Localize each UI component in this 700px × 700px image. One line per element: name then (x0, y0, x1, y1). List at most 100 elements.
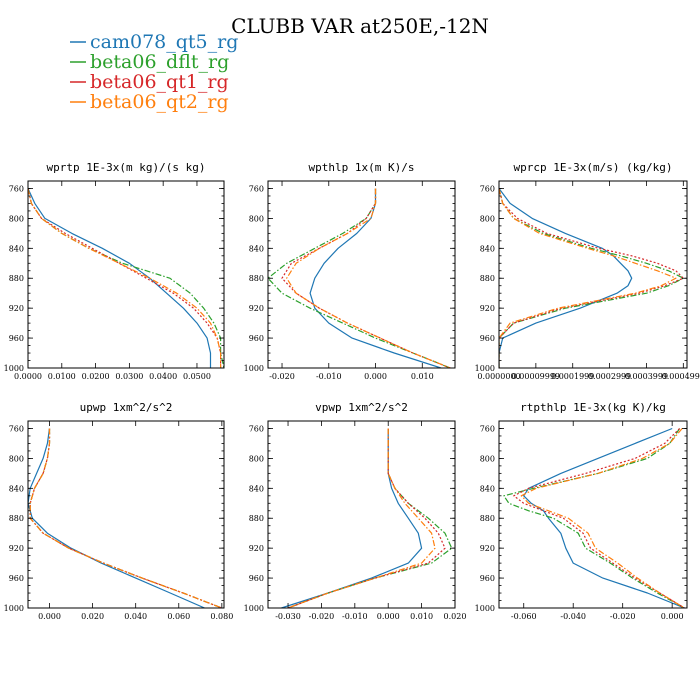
x-tick-label: 0.040 (124, 612, 147, 621)
x-tick-label: 0.060 (167, 612, 190, 621)
series-line-cam078_qt5_rg (309, 188, 442, 368)
y-tick-label: 880 (249, 274, 264, 283)
series-line-beta06_dflt_rg (287, 428, 453, 608)
panel-6: rtpthlp 1E-3x(kg K)/kg 760 800 840 880 920 960… (475, 401, 688, 621)
x-tick-label: -0.020 (309, 612, 335, 621)
y-tick-label: 760 (9, 184, 24, 193)
plot-frame (267, 420, 456, 609)
x-tick-label: 0.0400 (149, 372, 177, 381)
y-tick-label: 800 (249, 214, 264, 223)
series-line-beta06_qt2_rg (499, 188, 677, 368)
panel-5: vpwp 1xm^2/s^2 760 800 840 880 920 960 1000 -0.0… (244, 401, 467, 621)
series-line-beta06_dflt_rg (28, 188, 224, 368)
y-tick-label: 880 (9, 274, 24, 283)
series-line-beta06_qt1_rg (287, 428, 446, 608)
y-tick-label: 880 (249, 514, 264, 523)
series-line-beta06_qt1_rg (499, 188, 684, 368)
plot-frame (498, 180, 688, 369)
x-tick-label: 0.000 (364, 372, 387, 381)
x-tick-label: 0.000 (377, 612, 400, 621)
x-tick-label: -0.020 (269, 372, 295, 381)
y-tick-label: 960 (9, 574, 24, 583)
y-tick-label: 920 (249, 544, 264, 553)
x-tick-label: 0.010 (410, 612, 433, 621)
panel-1: wprtp 1E-3x(m kg)/(s kg) 760 800 840 880 920 9… (4, 161, 225, 381)
x-tick-label: 0.0100 (48, 372, 76, 381)
x-tick-label: 0.0003999 (625, 372, 668, 381)
x-tick-label: -0.010 (316, 372, 342, 381)
y-tick-label: 1000 (475, 604, 495, 613)
series-line-beta06_qt2_rg (286, 188, 451, 368)
y-tick-label: 760 (9, 424, 24, 433)
y-tick-label: 880 (480, 274, 495, 283)
y-tick-label: 920 (480, 304, 495, 313)
plot-frame (267, 180, 456, 369)
x-tick-label: 0.0002999 (588, 372, 631, 381)
x-tick-label: -0.030 (275, 612, 301, 621)
x-tick-label: 0.00009999 (512, 372, 560, 381)
y-tick-label: 840 (9, 484, 24, 493)
series-line-cam078_qt5_rg (28, 428, 205, 608)
x-tick-label: -0.060 (511, 612, 537, 621)
y-tick-label: 800 (249, 454, 264, 463)
x-tick-label: 0.0500 (183, 372, 211, 381)
y-tick-label: 760 (249, 424, 264, 433)
y-tick-label: 800 (9, 454, 24, 463)
y-tick-label: 800 (9, 214, 24, 223)
y-tick-label: 1000 (244, 364, 264, 373)
y-tick-label: 920 (249, 304, 264, 313)
legend-label: cam078_qt5_rg (90, 31, 238, 53)
series-line-beta06_qt1_rg (281, 188, 451, 368)
y-tick-label: 840 (480, 244, 495, 253)
series-line-beta06_dflt_rg (503, 428, 685, 608)
y-tick-label: 1000 (244, 604, 264, 613)
legend: cam078_qt5_rgbeta06_dflt_rgbeta06_qt1_rg… (70, 31, 238, 113)
x-tick-label: 0.0200 (82, 372, 110, 381)
figure-title: CLUBB VAR at250E,-12N (231, 14, 489, 38)
x-tick-label: 0.0300 (115, 372, 143, 381)
x-tick-label: 0.0001999 (551, 372, 594, 381)
series-line-cam078_qt5_rg (28, 188, 212, 368)
y-tick-label: 800 (480, 214, 495, 223)
plot-frame (27, 180, 225, 369)
y-tick-label: 960 (480, 574, 495, 583)
x-tick-label: 0.000 (661, 612, 684, 621)
series-line-beta06_dflt_rg (499, 188, 684, 368)
panel-2: wpthlp 1x(m K)/s 760 800 840 880 920 960 1000 -0… (244, 161, 456, 381)
series-line-beta06_qt2_rg (287, 428, 436, 608)
y-tick-label: 920 (480, 544, 495, 553)
series-line-cam078_qt5_rg (499, 188, 633, 368)
x-tick-label: -0.020 (610, 612, 636, 621)
y-tick-label: 840 (9, 244, 24, 253)
y-tick-label: 960 (9, 334, 24, 343)
series-line-cam078_qt5_rg (281, 428, 423, 608)
plot-frame (27, 420, 225, 609)
panel-grid: wprtp 1E-3x(m kg)/(s kg) 760 800 840 880 920 9… (4, 161, 700, 621)
y-tick-label: 760 (249, 184, 264, 193)
panel-title: vpwp 1xm^2/s^2 (315, 401, 408, 414)
panel-title: rtpthlp 1E-3x(kg K)/kg (520, 401, 666, 414)
y-tick-label: 960 (249, 574, 264, 583)
y-tick-label: 1000 (475, 364, 495, 373)
y-tick-label: 880 (480, 514, 495, 523)
y-tick-label: 960 (249, 334, 264, 343)
y-tick-label: 760 (480, 184, 495, 193)
y-tick-label: 800 (480, 454, 495, 463)
y-tick-label: 1000 (4, 364, 24, 373)
legend-label: beta06_qt2_rg (90, 91, 229, 113)
y-tick-label: 920 (9, 304, 24, 313)
y-tick-label: 760 (480, 424, 495, 433)
x-tick-label: 0.080 (210, 612, 233, 621)
y-tick-label: 920 (9, 544, 24, 553)
series-line-beta06_qt1_rg (513, 428, 685, 608)
series-line-beta06_qt2_rg (28, 188, 222, 368)
series-line-beta06_qt2_rg (520, 428, 685, 608)
series-line-beta06_dflt_rg (29, 428, 223, 608)
panel-4: upwp 1xm^2/s^2 760 800 840 880 920 960 1000 0.00… (4, 401, 234, 621)
panel-title: wpthlp 1x(m K)/s (309, 161, 415, 174)
y-tick-label: 1000 (4, 604, 24, 613)
y-tick-label: 880 (9, 514, 24, 523)
y-tick-label: 840 (249, 484, 264, 493)
x-tick-label: -0.040 (560, 612, 586, 621)
x-tick-label: 0.0004999 (662, 372, 700, 381)
